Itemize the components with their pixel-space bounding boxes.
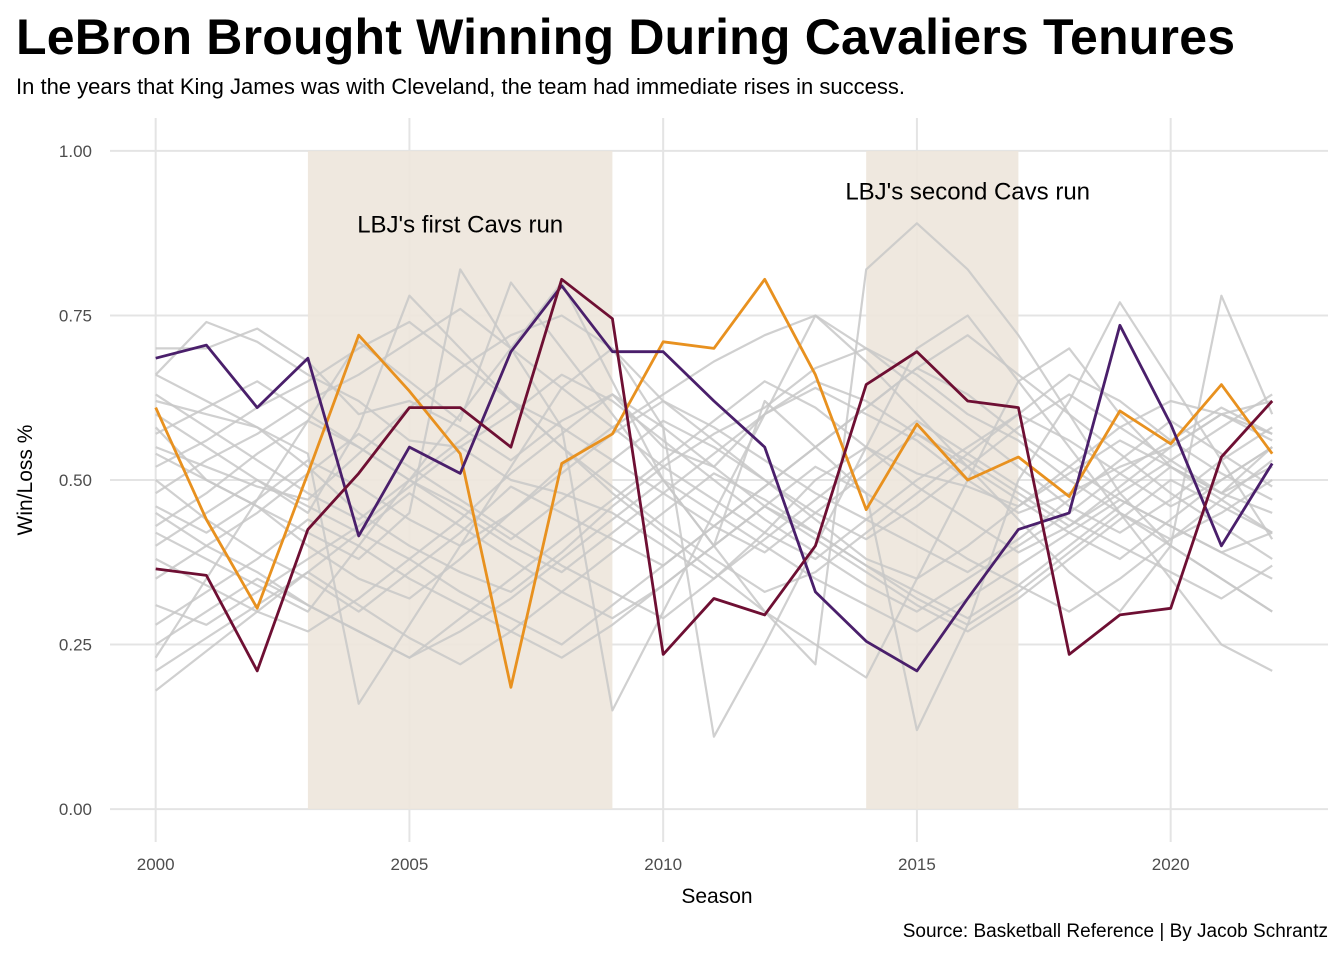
x-axis-title: Season <box>681 885 752 908</box>
chart-subtitle: In the years that King James was with Cl… <box>16 74 905 99</box>
background-series-line <box>155 419 1273 620</box>
annotations: LBJ's first Cavs run LBJ's second Cavs ru… <box>357 178 1090 238</box>
x-tick-label: 2015 <box>898 855 936 874</box>
y-tick-label: 0.50 <box>59 471 92 490</box>
series-line <box>155 284 1274 673</box>
series-line <box>155 277 1274 673</box>
x-tick-label: 2020 <box>1152 855 1190 874</box>
y-axis-title: Win/Loss % <box>14 425 37 536</box>
period-annotation: LBJ's first Cavs run <box>357 211 563 238</box>
background-series-line <box>155 268 1274 712</box>
background-series-line <box>155 320 1273 593</box>
y-tick-label: 1.00 <box>59 142 92 161</box>
grid-layer <box>110 118 1328 842</box>
chart-title: LeBron Brought Winning During Cavaliers … <box>16 9 1236 65</box>
highlight-bands <box>307 150 1019 810</box>
y-tick-label: 0.00 <box>59 800 92 819</box>
background-series <box>154 222 1274 738</box>
y-tick-label: 0.25 <box>59 636 92 655</box>
period-annotation: LBJ's second Cavs run <box>845 178 1090 205</box>
x-tick-label: 2005 <box>391 855 429 874</box>
background-series-line <box>155 393 1273 633</box>
axis-ticks: 2000 2005 2010 2015 2020 0.00 0.25 0.50 0.75 1.00 <box>59 142 1190 874</box>
x-tick-label: 2010 <box>644 855 682 874</box>
background-series-line <box>155 472 1273 692</box>
chart-caption: Source: Basketball Reference | By Jacob … <box>902 921 1328 942</box>
x-tick-label: 2000 <box>137 855 175 874</box>
background-series-line <box>155 380 1273 541</box>
y-tick-label: 0.75 <box>59 306 92 325</box>
background-series-line <box>155 347 1273 593</box>
series-line <box>154 277 1274 689</box>
background-series-line <box>155 314 1273 580</box>
background-series-line <box>155 393 1273 554</box>
background-series-line <box>154 281 1274 732</box>
background-series-line <box>155 380 1273 574</box>
highlighted-series <box>154 277 1274 689</box>
